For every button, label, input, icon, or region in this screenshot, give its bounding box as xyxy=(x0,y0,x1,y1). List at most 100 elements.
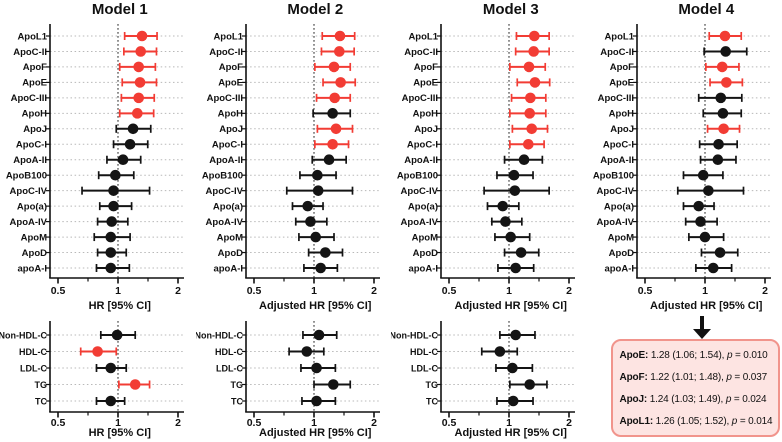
row-label: ApoD xyxy=(217,248,242,259)
hr-marker-ApoC-III xyxy=(714,92,726,104)
x-axis-title-model-3: Adjusted HR [95% CI] xyxy=(454,300,567,312)
x-tick-label: 0.5 xyxy=(442,417,457,427)
hr-marker-Apo(a) xyxy=(497,200,509,212)
x-tick-label: 1 xyxy=(702,285,708,297)
annotation-p-symbol: p xyxy=(726,349,733,361)
hr-marker-ApoC-III xyxy=(133,92,144,104)
annotation-line-apoj: ApoJ: 1.24 (1.03; 1.49), p = 0.024 xyxy=(620,394,775,405)
row-label: ApoH xyxy=(608,109,633,120)
row-label: ApoC-II xyxy=(404,47,438,58)
annotation-p-value: = 0.010 xyxy=(732,349,768,361)
x-tick-label: 2 xyxy=(175,417,181,427)
row-label: TC xyxy=(426,396,438,406)
row-label: LDL-C xyxy=(411,363,438,373)
row-label: ApoC-IV xyxy=(596,186,634,197)
row-label: ApoL1 xyxy=(408,31,438,42)
x-tick-label: 0.5 xyxy=(51,285,66,297)
hr-marker-LDL-C xyxy=(105,362,117,374)
row-label: ApoL1 xyxy=(17,31,47,42)
row-label: ApoE xyxy=(413,78,438,89)
row-label: ApoA-II xyxy=(209,155,243,166)
x-tick-label: 1 xyxy=(115,417,121,427)
forest-plot-lipids-1: 0.5 1 2 Non-HDL-C HDL-C LDL-C TG TC xyxy=(0,321,184,427)
row-label: ApoC-IV xyxy=(10,186,48,197)
x-axis-title-lipids-1: HR [95% CI] xyxy=(88,427,151,439)
data-points: ApoL1 ApoC-II ApoF ApoE ApoC-III ApoH ApoJ ApoC… xyxy=(397,30,551,274)
row-label: Apo(a) xyxy=(17,201,47,212)
row-label: apoA-I xyxy=(213,263,243,274)
row-label: ApoD xyxy=(608,248,633,259)
row-label: ApoC-I xyxy=(407,140,438,151)
row-label: TG xyxy=(230,380,243,390)
hr-marker-ApoM xyxy=(699,231,710,243)
hr-marker-ApoA-IV xyxy=(106,216,118,227)
hr-marker-ApoD xyxy=(714,247,725,258)
x-tick-label: 2 xyxy=(371,417,377,427)
row-label: ApoA-II xyxy=(404,155,438,166)
row-label: ApoC-IV xyxy=(205,186,243,197)
row-label: ApoE xyxy=(609,78,634,89)
hr-marker-Non-HDL-C xyxy=(510,329,521,341)
row-label: HDL-C xyxy=(410,347,438,357)
hr-marker-HDL-C xyxy=(494,346,506,357)
x-tick-label: 2 xyxy=(566,285,572,297)
hr-marker-Apo(a) xyxy=(108,200,119,212)
row-label: TC xyxy=(231,396,243,406)
hr-marker-apoA-I xyxy=(105,262,117,274)
row-label: ApoE xyxy=(218,78,243,89)
hr-marker-ApoC-IV xyxy=(108,185,119,196)
hr-marker-ApoA-II xyxy=(518,154,530,166)
hr-marker-LDL-C xyxy=(310,362,322,374)
hr-marker-ApoA-II xyxy=(712,154,723,166)
row-label: ApoD xyxy=(413,248,438,259)
panel-model-3: Model 3 0.5 1 2 ApoL1 ApoC-II ApoF ApoE ApoC-II… xyxy=(391,0,587,315)
hr-marker-Non-HDL-C xyxy=(111,329,123,341)
row-label: ApoM xyxy=(21,232,47,243)
row-label: ApoB100 xyxy=(592,171,633,182)
hr-marker-ApoM xyxy=(105,231,117,243)
x-tick-label: 2 xyxy=(566,417,572,427)
data-points: ApoL1 ApoC-II ApoF ApoE ApoC-III ApoH ApoJ ApoC… xyxy=(592,30,748,274)
hr-marker-LDL-C xyxy=(507,362,518,374)
hr-marker-ApoE xyxy=(720,77,732,88)
hr-marker-ApoB100 xyxy=(697,169,709,181)
hr-marker-ApoH xyxy=(717,108,728,119)
hr-marker-ApoL1 xyxy=(529,30,540,42)
hr-marker-TC xyxy=(105,395,117,407)
row-label: ApoH xyxy=(413,109,438,120)
hr-marker-ApoD xyxy=(515,247,527,258)
row-gridlines xyxy=(241,35,380,269)
panel-lipids-1: 0.5 1 2 Non-HDL-C HDL-C LDL-C TG TC HR [95% CI] xyxy=(0,315,196,442)
hr-marker-ApoD xyxy=(105,247,117,258)
hr-marker-ApoC-II xyxy=(528,46,539,57)
x-axis-title-lipids-3: Adjusted HR [95% CI] xyxy=(454,427,567,439)
x-tick-label: 2 xyxy=(175,285,181,297)
panel-model-2: Model 2 0.5 1 2 ApoL1 ApoC-II ApoF ApoE ApoC-II… xyxy=(196,0,392,315)
axes: 0.5 1 2 xyxy=(440,24,575,297)
row-label: ApoH xyxy=(22,109,47,120)
x-tick-label: 1 xyxy=(115,285,121,297)
down-arrow-head xyxy=(692,329,711,339)
row-label: LDL-C xyxy=(216,363,243,373)
row-gridlines xyxy=(437,35,575,269)
row-label: ApoC-III xyxy=(206,93,242,104)
forest-plot-model-3: 0.5 1 2ApoL1ApoC-IIApoFApoEApoC-IIIApoHApo… xyxy=(397,24,575,297)
hr-marker-ApoB100 xyxy=(311,169,323,181)
hr-marker-ApoL1 xyxy=(136,30,148,42)
row-label: ApoH xyxy=(217,109,242,120)
row-label: ApoJ xyxy=(23,124,47,135)
row-label: HDL-C xyxy=(19,347,47,357)
row-label: Apo(a) xyxy=(408,201,438,212)
annotation-line-apoe: ApoE: 1.28 (1.06; 1.54), p = 0.010 xyxy=(620,350,775,361)
data-points: Non-HDL-C HDL-C LDL-C TG TC xyxy=(196,329,351,407)
hr-marker-apoA-I xyxy=(707,262,719,274)
annotation-stats: 1.26 (1.05; 1.52), xyxy=(653,415,732,427)
x-tick-label: 1 xyxy=(311,417,317,427)
axes: 0.5 1 2 xyxy=(244,24,380,297)
row-label: ApoF xyxy=(414,62,438,73)
hr-marker-Apo(a) xyxy=(692,200,704,212)
axes: 0.5 1 2 xyxy=(440,321,575,427)
annotation-p-value: = 0.037 xyxy=(731,371,768,383)
row-label: ApoJ xyxy=(414,124,438,135)
hr-marker-ApoM xyxy=(505,231,517,243)
